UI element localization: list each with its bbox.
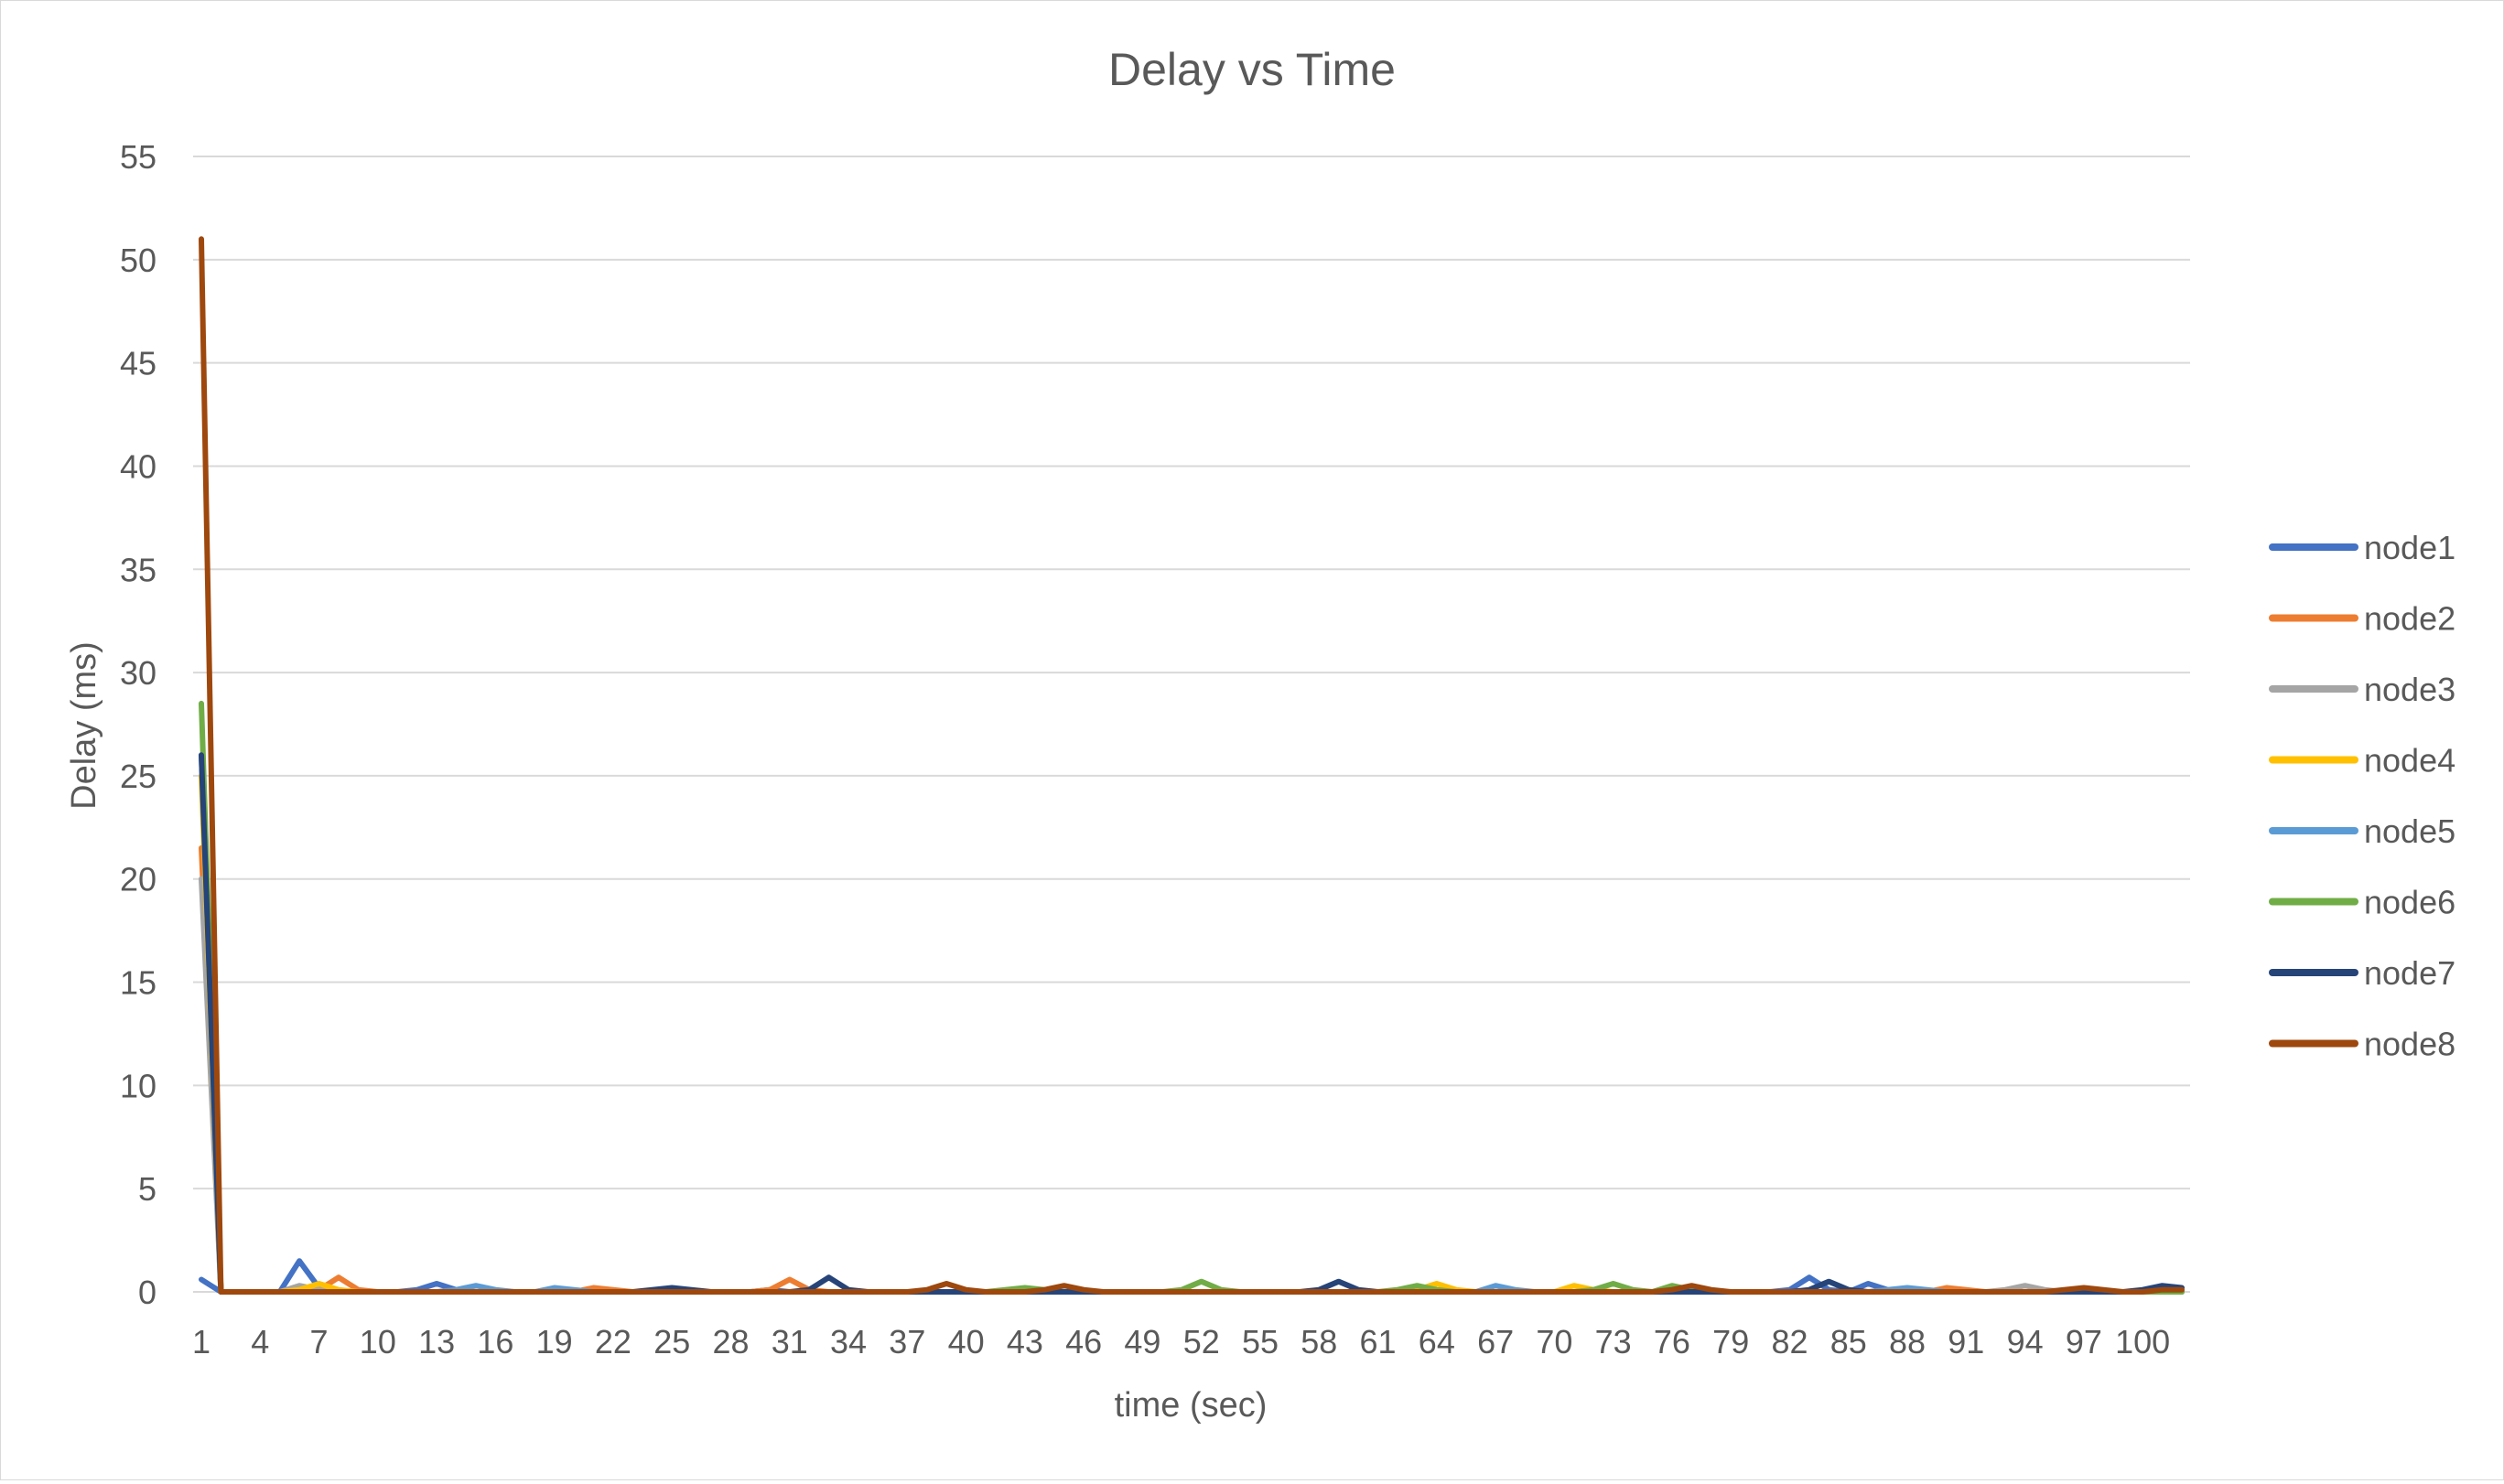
series-line-node4 (199, 772, 2185, 1295)
x-tick-label: 76 (1654, 1323, 1690, 1360)
series-lines (199, 236, 2185, 1295)
x-tick-label: 4 (251, 1323, 269, 1360)
x-axis-tick-labels: 1 4 7 10 13 16 19 22 25 28 31 34 37 40 43 46 49 52 55 58 61 6… (192, 1323, 2170, 1360)
x-tick-label: 55 (1242, 1323, 1279, 1360)
x-tick-label: 67 (1477, 1323, 1514, 1360)
x-tick-label: 82 (1771, 1323, 1808, 1360)
x-tick-label: 61 (1360, 1323, 1397, 1360)
y-axis-label: Delay (ms) (65, 641, 103, 810)
y-tick-label: 5 (138, 1170, 156, 1208)
series-line-node5 (199, 752, 2185, 1295)
chart-title: Delay vs Time (1108, 44, 1396, 95)
x-tick-label: 85 (1830, 1323, 1867, 1360)
x-tick-label: 88 (1889, 1323, 1926, 1360)
y-tick-label: 55 (120, 138, 156, 176)
x-tick-label: 25 (653, 1323, 690, 1360)
legend: node1 node2 node3 node4 node5 node6 node7 node8 (2269, 529, 2455, 1063)
legend-label-node7: node7 (2364, 954, 2455, 992)
legend-label-node2: node2 (2364, 600, 2455, 638)
x-tick-label: 49 (1124, 1323, 1160, 1360)
x-tick-label: 40 (948, 1323, 985, 1360)
x-tick-label: 58 (1301, 1323, 1337, 1360)
x-tick-label: 13 (418, 1323, 455, 1360)
x-tick-label: 97 (2066, 1323, 2102, 1360)
legend-label-node3: node3 (2364, 671, 2455, 708)
x-tick-label: 34 (830, 1323, 867, 1360)
x-tick-label: 64 (1419, 1323, 1455, 1360)
x-tick-label: 70 (1536, 1323, 1572, 1360)
x-tick-label: 37 (889, 1323, 925, 1360)
legend-label-node5: node5 (2364, 812, 2455, 850)
x-tick-label: 94 (2007, 1323, 2044, 1360)
x-tick-label: 7 (310, 1323, 329, 1360)
x-tick-label: 22 (595, 1323, 631, 1360)
x-tick-label: 10 (360, 1323, 396, 1360)
y-tick-label: 15 (120, 964, 156, 1002)
y-tick-label: 25 (120, 758, 156, 795)
series-line-node6 (199, 700, 2185, 1295)
x-tick-label: 1 (192, 1323, 210, 1360)
x-tick-label: 19 (536, 1323, 573, 1360)
legend-label-node1: node1 (2364, 529, 2455, 566)
series-line-node8 (199, 236, 2185, 1295)
x-tick-label: 31 (772, 1323, 808, 1360)
x-tick-label: 91 (1948, 1323, 1984, 1360)
y-tick-label: 45 (120, 345, 156, 382)
x-tick-label: 52 (1183, 1323, 1220, 1360)
x-tick-label: 100 (2115, 1323, 2170, 1360)
series-line-node2 (199, 844, 2185, 1295)
legend-label-node8: node8 (2364, 1026, 2455, 1063)
y-axis-tick-labels: 0 5 10 15 20 25 30 35 40 45 50 55 (120, 138, 156, 1311)
y-tick-label: 30 (120, 654, 156, 692)
x-tick-label: 43 (1007, 1323, 1043, 1360)
legend-label-node6: node6 (2364, 884, 2455, 921)
y-tick-label: 20 (120, 861, 156, 898)
x-axis-label: time (sec) (1115, 1386, 1268, 1425)
x-tick-label: 79 (1712, 1323, 1749, 1360)
x-tick-label: 28 (712, 1323, 749, 1360)
y-tick-label: 40 (120, 447, 156, 485)
gridlines (193, 156, 2190, 1293)
y-tick-label: 0 (138, 1274, 156, 1311)
y-tick-label: 50 (120, 242, 156, 279)
y-tick-label: 35 (120, 551, 156, 588)
legend-label-node4: node4 (2364, 742, 2455, 780)
series-line-node7 (199, 752, 2185, 1295)
y-tick-label: 10 (120, 1067, 156, 1104)
x-tick-label: 46 (1065, 1323, 1102, 1360)
x-tick-label: 73 (1595, 1323, 1632, 1360)
x-tick-label: 16 (477, 1323, 513, 1360)
